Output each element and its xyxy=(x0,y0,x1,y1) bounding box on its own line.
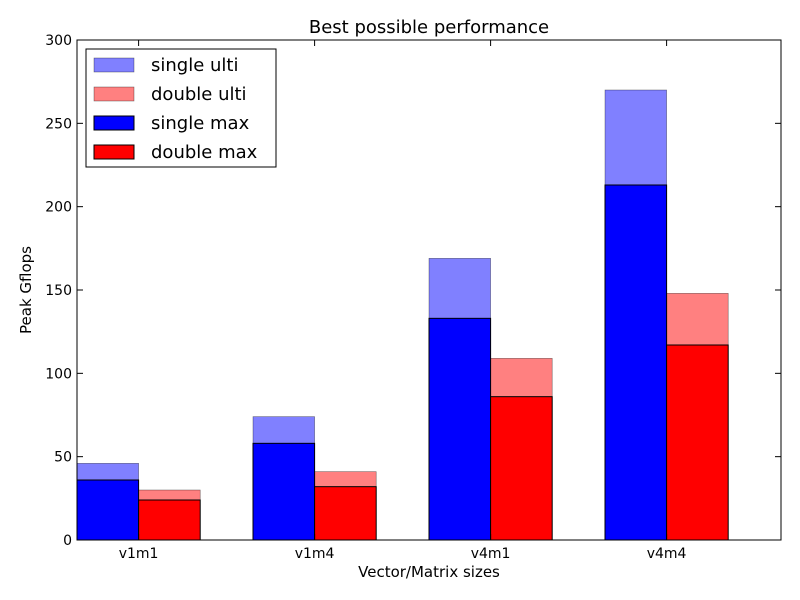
legend-label: single max xyxy=(151,113,250,134)
legend-swatch xyxy=(93,86,135,102)
chart-title: Best possible performance xyxy=(309,17,549,38)
x-tick-label: v1m1 xyxy=(119,546,159,562)
legend-swatch xyxy=(93,57,135,73)
x-tick-label: v4m4 xyxy=(647,546,687,562)
legend-label: double max xyxy=(151,142,258,163)
bar-double-max-v4m1 xyxy=(490,396,553,541)
bars-layer xyxy=(76,89,729,541)
y-axis-label: Peak Gflops xyxy=(17,246,35,334)
x-tick-label: v4m1 xyxy=(471,546,511,562)
bar-single-max-v1m4 xyxy=(252,442,316,541)
bar-single-max-v1m1 xyxy=(76,479,140,541)
legend-swatch xyxy=(93,115,135,131)
bar-double-max-v1m1 xyxy=(138,499,201,541)
y-tick-label: 50 xyxy=(54,450,72,466)
y-axis: 0 50 100 150 200 250 300 xyxy=(45,33,781,549)
y-tick-label: 200 xyxy=(45,200,72,216)
bar-single-max-v4m1 xyxy=(428,317,492,541)
y-tick-label: 0 xyxy=(63,533,72,549)
bar-double-max-v4m4 xyxy=(666,344,729,541)
x-axis-label: Vector/Matrix sizes xyxy=(358,563,500,581)
bar-double-max-v1m4 xyxy=(314,486,377,541)
y-tick-label: 250 xyxy=(45,116,72,132)
legend-swatch xyxy=(93,144,135,160)
y-tick-label: 150 xyxy=(45,283,72,299)
legend-label: double ulti xyxy=(151,84,247,105)
bar-single-max-v4m4 xyxy=(604,184,668,541)
legend: single ulti double ulti single max double m… xyxy=(85,48,277,168)
y-tick-label: 300 xyxy=(45,33,72,49)
y-tick-label: 100 xyxy=(45,366,72,382)
legend-label: single ulti xyxy=(151,55,238,76)
x-axis: v1m1 v1m4 v4m1 v4m4 xyxy=(119,40,687,562)
x-tick-label: v1m4 xyxy=(295,546,335,562)
